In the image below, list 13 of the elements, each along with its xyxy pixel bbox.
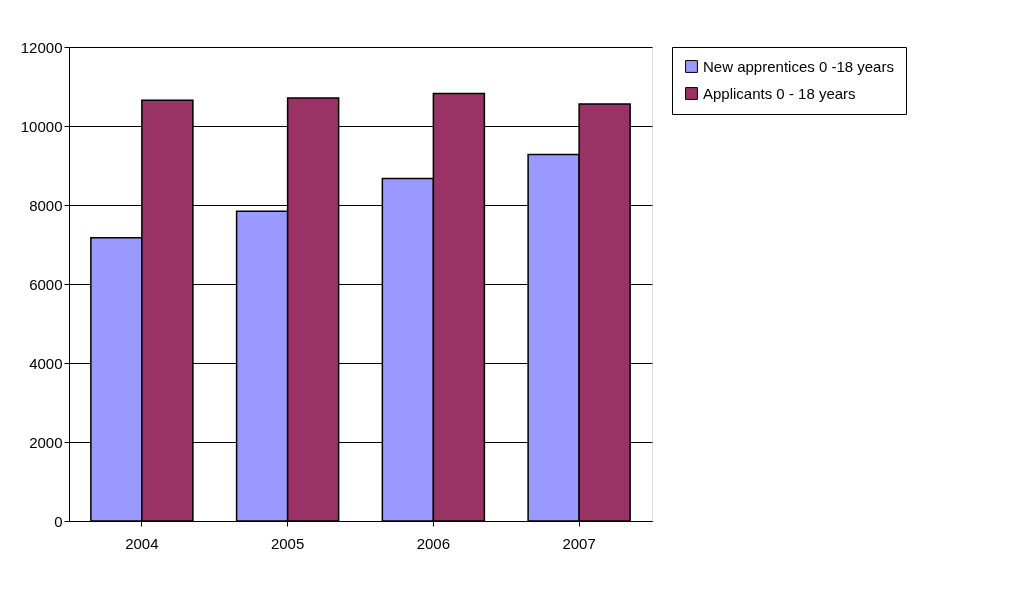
- x-tick-label: 2007: [562, 534, 596, 552]
- y-tick-label: 8000: [29, 196, 63, 214]
- y-tick-label: 6000: [29, 275, 63, 293]
- y-tick-label: 10000: [20, 117, 63, 135]
- y-tick-label: 4000: [29, 354, 63, 372]
- legend-label: Applicants 0 - 18 years: [703, 84, 856, 102]
- x-tick-label: 2004: [125, 534, 159, 552]
- y-tick-label: 12000: [20, 38, 63, 56]
- y-tick-label: 2000: [29, 433, 63, 451]
- x-tick-label: 2006: [416, 534, 451, 552]
- x-tick-label: 2005: [270, 534, 305, 552]
- legend-label: New apprentices 0 -18 years: [703, 57, 894, 75]
- y-tick-label: 0: [54, 512, 63, 530]
